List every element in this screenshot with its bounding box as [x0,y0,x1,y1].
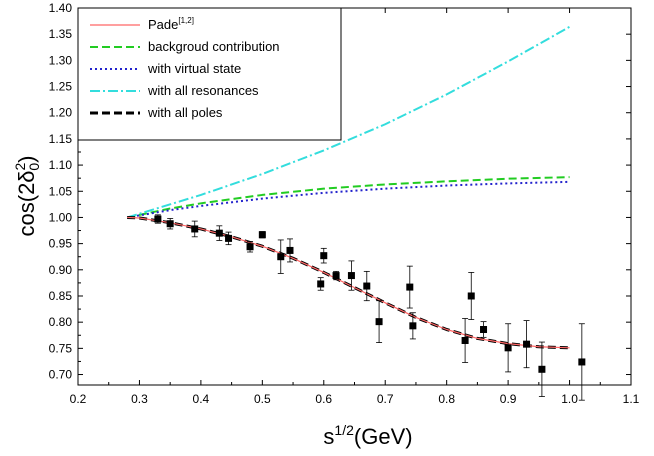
data-point-marker [480,325,488,333]
series-lines [126,25,571,350]
data-point [480,321,488,338]
x-tick-label: 0.3 [131,392,148,406]
data-point [277,239,285,274]
data-point-marker [246,243,254,251]
data-point-marker [225,234,233,242]
data-point [317,277,325,291]
data-point [320,247,328,264]
x-tick-label: 1.1 [623,392,640,406]
data-point-marker [538,365,546,373]
data-point [504,323,512,373]
data-point-marker [258,231,266,239]
data-point-marker [467,292,475,300]
legend-label: Pade[1,2] [148,16,194,32]
legend-label: with all poles [147,105,223,120]
data-point [467,272,475,320]
data-point [375,300,383,343]
legend-box [77,7,342,141]
x-tick-label: 0.4 [193,392,210,406]
x-tick-label: 0.8 [438,392,455,406]
data-point-marker [166,220,174,228]
data-point [246,241,254,253]
data-point-marker [363,282,371,290]
data-point-marker [375,318,383,326]
data-points [154,214,586,401]
y-tick-label: 1.10 [49,158,73,172]
x-tick-label: 0.7 [377,392,394,406]
data-point [538,341,546,397]
data-point-marker [409,322,417,330]
data-point [523,320,531,369]
data-point-marker [406,283,414,291]
y-tick-label: 1.30 [49,53,73,67]
y-tick-label: 0.80 [49,315,73,329]
data-point [225,231,233,246]
data-point-marker [504,344,512,352]
x-tick-label: 0.9 [500,392,517,406]
data-point [154,214,162,224]
data-point-marker [277,253,285,261]
data-point [406,265,414,309]
data-point-marker [461,336,469,344]
x-tick-label: 0.5 [254,392,271,406]
y-tick-label: 1.15 [49,132,73,146]
data-point-marker [215,229,223,237]
data-point [363,270,371,302]
y-tick-label: 0.70 [49,368,73,382]
data-point [578,323,586,401]
data-point [191,220,199,238]
series-line-with-all-resonances [126,25,571,219]
y-tick-label: 0.90 [49,263,73,277]
plot-frame [77,7,632,386]
data-point-marker [286,246,294,254]
data-point [409,312,417,340]
legend: Pade[1,2] backgroud contribution with virt… [77,7,342,141]
data-point [215,225,223,241]
y-tick-label: 1.35 [49,27,73,41]
legend-label: with all resonances [147,83,259,98]
y-tick-label: 0.75 [49,341,73,355]
data-point-marker [578,358,586,366]
data-point-marker [523,340,531,348]
tick-labels: 0.2 0.3 0.4 0.5 0.6 0.7 0.8 0.9 1.0 1.1 0.70 0.75 0.… [49,1,640,406]
series-line-pade-1-2 [127,216,570,349]
y-tick-label: 1.20 [49,106,73,120]
x-tick-label: 0.6 [315,392,332,406]
data-point [332,270,340,281]
data-point [461,318,469,363]
y-tick-label: 1.40 [49,1,73,15]
x-axis-title: s1/2(GeV) [323,422,412,449]
legend-label: with virtual state [147,61,241,76]
series-line-backgroud-contribution [126,176,570,219]
data-point-marker [317,280,325,288]
data-point [258,231,266,239]
y-tick-label: 0.85 [49,289,73,303]
x-tick-label: 1.0 [561,392,578,406]
data-point [286,238,294,263]
y-axis-title: cos(2δ20) [12,156,42,237]
data-point-marker [320,252,328,260]
x-tick-label: 0.2 [70,392,87,406]
data-point [166,218,174,230]
data-point-marker [332,272,340,280]
y-tick-label: 0.95 [49,237,73,251]
data-point-marker [347,272,355,280]
data-point-marker [191,225,199,233]
y-tick-label: 1.25 [49,80,73,94]
data-point-marker [154,215,162,223]
y-tick-label: 1.05 [49,184,73,198]
data-point [347,260,355,291]
y-tick-label: 1.00 [49,210,73,224]
legend-label: backgroud contribution [148,39,280,54]
